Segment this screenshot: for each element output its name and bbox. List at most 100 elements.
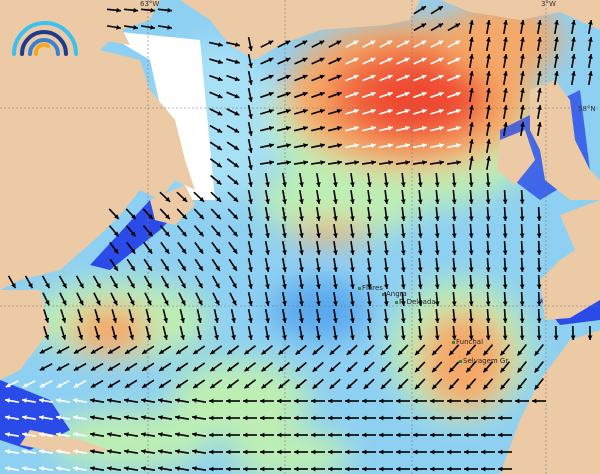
wave-arrow-head: [398, 350, 403, 355]
wave-arrow-head: [90, 415, 95, 420]
wave-arrow-head: [113, 248, 119, 254]
wave-arrow-head: [319, 40, 325, 45]
wave-arrow-head: [260, 432, 265, 438]
wave-arrow-head: [328, 449, 333, 455]
wave-arrow-head: [311, 432, 316, 438]
wave-arrow-head: [353, 91, 359, 97]
wave-arrow-head: [500, 384, 506, 390]
place-marker: [382, 293, 385, 296]
wave-arrow-head: [503, 122, 508, 127]
wave-arrow-head: [316, 267, 321, 272]
wave-arrow-head: [5, 415, 10, 420]
wave-arrow-head: [265, 216, 270, 221]
wave-arrow-head: [404, 74, 410, 80]
wave-arrow-head: [96, 300, 101, 306]
wave-arrow-head: [130, 283, 135, 289]
wave-arrow-head: [415, 384, 420, 390]
wave-arrow-head: [455, 126, 461, 131]
wave-arrow-head: [295, 366, 301, 372]
wave-arrow-head: [438, 91, 444, 97]
wave-arrow-head: [248, 250, 253, 255]
wave-arrow-head: [519, 199, 525, 204]
wave-arrow-head: [198, 231, 204, 237]
wave-arrow-head: [515, 398, 520, 404]
wave-arrow-head: [163, 334, 168, 340]
wave-arrow-head: [464, 466, 469, 472]
wave-arrow-head: [588, 20, 593, 25]
wave-arrow-head: [39, 432, 44, 437]
wave-arrow-head: [333, 250, 338, 255]
wave-arrow-head: [176, 366, 182, 371]
wave-arrow-head: [167, 7, 172, 13]
wave-arrow-head: [362, 432, 367, 438]
wave-arrow-head: [498, 449, 503, 455]
wave-arrow-head: [277, 432, 282, 438]
wave-arrow-head: [587, 335, 593, 340]
wave-arrow-head: [336, 91, 342, 97]
wave-arrow-head: [197, 318, 202, 323]
wave-arrow-head: [150, 25, 155, 30]
wave-arrow-head: [316, 318, 321, 323]
wave-arrow-head: [265, 182, 270, 187]
wave-arrow-head: [329, 366, 335, 372]
wave-arrow-head: [141, 398, 146, 403]
wave-arrow-head: [483, 367, 489, 373]
wave-arrow-head: [519, 233, 525, 238]
wave-arrow-head: [329, 349, 335, 355]
wave-arrow-head: [73, 349, 79, 354]
wave-arrow-head: [210, 349, 216, 355]
wave-arrow-head: [216, 197, 222, 202]
wave-arrow-head: [158, 449, 163, 454]
wave-arrow-head: [534, 367, 540, 373]
wave-arrow-head: [260, 415, 265, 421]
wave-arrow-head: [142, 366, 148, 371]
wave-arrow-head: [404, 91, 410, 97]
wave-arrow-head: [248, 199, 253, 204]
wave-arrow-head: [164, 231, 170, 237]
wave-arrow-head: [215, 283, 220, 289]
wave-arrow-head: [124, 466, 129, 471]
wave-arrow-head: [248, 131, 253, 136]
wave-arrow-head: [268, 126, 274, 131]
wave-arrow-head: [486, 37, 491, 42]
wave-arrow-head: [379, 432, 384, 438]
wave-arrow-head: [39, 415, 44, 420]
wave-arrow-head: [434, 182, 440, 187]
wave-arrow-head: [380, 350, 386, 355]
wave-arrow-head: [73, 432, 78, 437]
wave-arrow-head: [464, 449, 469, 455]
wave-arrow-head: [56, 383, 62, 388]
wave-arrow-head: [56, 415, 61, 420]
wave-arrow-head: [455, 74, 461, 80]
wave-arrow-head: [73, 366, 79, 371]
wave-arrow-head: [438, 126, 444, 131]
wave-arrow-head: [519, 216, 525, 221]
wave-arrow-head: [464, 432, 469, 438]
wave-arrow-head: [421, 91, 427, 97]
wave-arrow-head: [469, 156, 474, 161]
wave-arrow-head: [519, 284, 525, 289]
wave-arrow-head: [481, 432, 486, 438]
wave-arrow-head: [571, 54, 576, 59]
wave-arrow-head: [268, 57, 274, 63]
place-flores: Flores: [358, 284, 383, 292]
wave-arrow-head: [379, 415, 384, 421]
wave-arrow-head: [285, 91, 291, 97]
wave-arrow-head: [534, 350, 540, 356]
wave-arrow-head: [316, 182, 321, 187]
wave-arrow-head: [182, 214, 187, 220]
wave-arrow-head: [282, 233, 287, 238]
wave-arrow-head: [455, 23, 461, 28]
wave-arrow-head: [520, 71, 525, 76]
wave-arrow-head: [353, 57, 359, 63]
wave-arrow-head: [366, 301, 372, 306]
wave-arrow-head: [502, 233, 508, 238]
wave-arrow-head: [434, 318, 440, 323]
wave-arrow-head: [311, 415, 316, 421]
wave-arrow-head: [447, 466, 452, 472]
wave-arrow-head: [209, 449, 214, 455]
wave-arrow-head: [11, 283, 16, 289]
wave-arrow-head: [146, 317, 151, 323]
